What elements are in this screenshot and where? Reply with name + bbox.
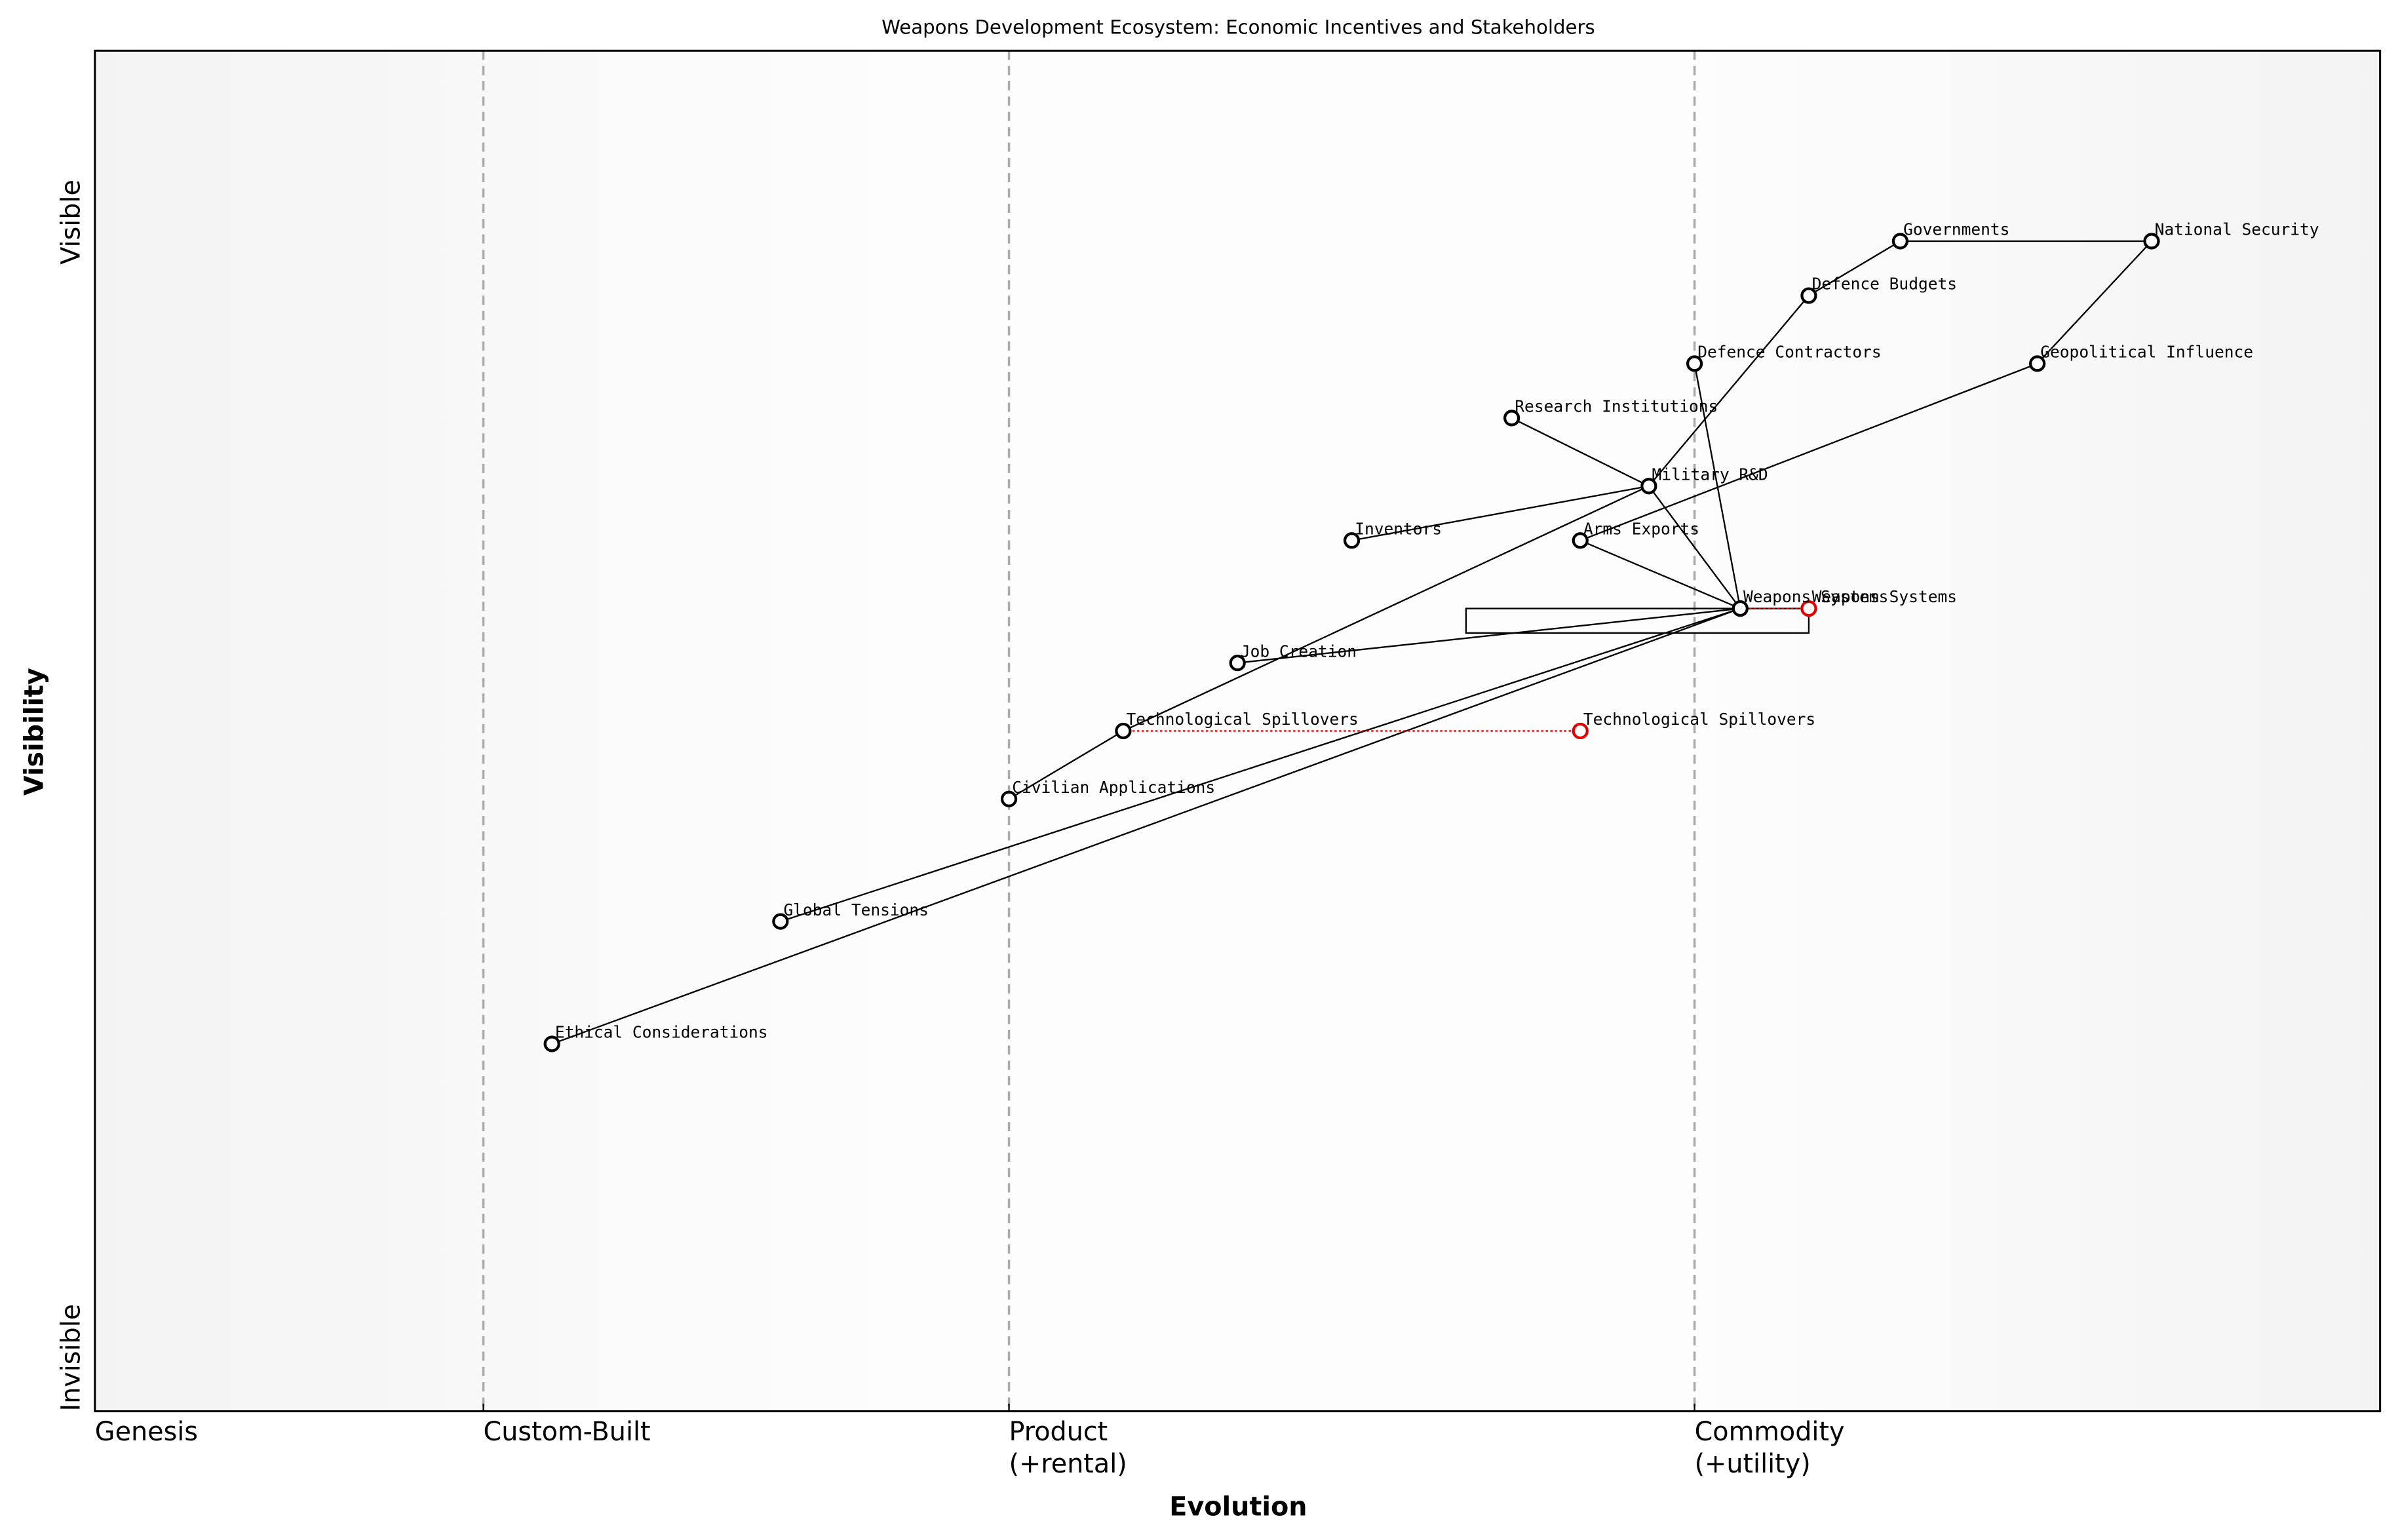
node-label: Arms Exports	[1583, 519, 1699, 538]
x-tick-label-box: Custom-Built	[483, 1417, 651, 1448]
link	[1237, 607, 1741, 664]
map-layer: Genesis Custom-Built Product (+rental) Comm…	[94, 50, 2319, 1480]
node-label: Military R&D	[1652, 465, 1768, 484]
node-label: Technological Spillovers	[1127, 710, 1359, 729]
node-label: Geopolitical Influence	[2040, 343, 2253, 362]
pipeline	[1465, 607, 1810, 634]
x-tick-label: Product (+rental)	[1009, 1417, 1127, 1480]
node	[543, 1035, 560, 1052]
link	[2036, 241, 2152, 364]
evolved-node-label: Technological Spillovers	[1583, 710, 1815, 729]
x-tick-label-box: Product (+rental)	[1009, 1417, 1127, 1480]
link	[1123, 485, 1650, 732]
link	[1648, 486, 1741, 609]
node	[1343, 532, 1361, 549]
x-tick-label: Genesis	[94, 1417, 199, 1448]
x-tick-label: Commodity (+utility)	[1694, 1417, 1845, 1480]
visible-label: Visible	[56, 180, 86, 265]
node	[2029, 355, 2046, 372]
x-axis-label: Evolution	[1169, 1492, 1307, 1522]
node	[2143, 233, 2160, 250]
node-label: Civilian Applications	[1012, 778, 1215, 797]
node-label: Defence Contractors	[1697, 343, 1881, 362]
node-label: Defence Budgets	[1812, 275, 1957, 294]
node	[1800, 287, 1817, 304]
x-tick-label-box: Commodity (+utility)	[1694, 1417, 1845, 1480]
link	[1648, 295, 1810, 487]
evolved-node-label: Weapons Systems	[1812, 587, 1957, 606]
node	[772, 913, 789, 930]
node	[1891, 233, 1909, 250]
node-label: Governments	[1903, 220, 2009, 239]
node-label: National Security	[2155, 220, 2319, 239]
evolved-node	[1572, 722, 1589, 740]
invisible-label: Invisible	[56, 1304, 86, 1412]
node	[1686, 355, 1703, 372]
y-axis-label: Visibility	[19, 668, 49, 796]
node-label: Ethical Considerations	[555, 1023, 768, 1042]
node-label: Global Tensions	[784, 900, 929, 919]
link	[1808, 241, 1901, 297]
link	[780, 607, 1741, 923]
node	[1115, 722, 1132, 740]
node-label: Research Institutions	[1515, 397, 1718, 416]
node-label: Inventors	[1355, 519, 1442, 538]
node	[1572, 532, 1589, 549]
x-tick-label-box: Genesis	[94, 1417, 199, 1448]
link	[1579, 539, 1741, 609]
plot-frame	[94, 49, 2382, 1413]
node	[1732, 600, 1749, 617]
link	[1351, 485, 1650, 541]
link	[551, 607, 1741, 1045]
link	[1579, 362, 2038, 541]
link	[1511, 417, 1650, 487]
node	[1000, 790, 1018, 807]
chart-title: Weapons Development Ecosystem: Economic …	[881, 16, 1595, 39]
node	[1229, 655, 1246, 672]
plot-background	[94, 50, 2380, 1412]
x-tick-label: Custom-Built	[483, 1417, 651, 1448]
node-label: Weapons Systems	[1743, 587, 1888, 606]
link	[1008, 730, 1124, 800]
node-label: Job Creation	[1241, 642, 1357, 661]
link	[1694, 363, 1741, 609]
evolved-node	[1800, 600, 1817, 617]
node	[1503, 410, 1520, 427]
node	[1640, 478, 1657, 495]
